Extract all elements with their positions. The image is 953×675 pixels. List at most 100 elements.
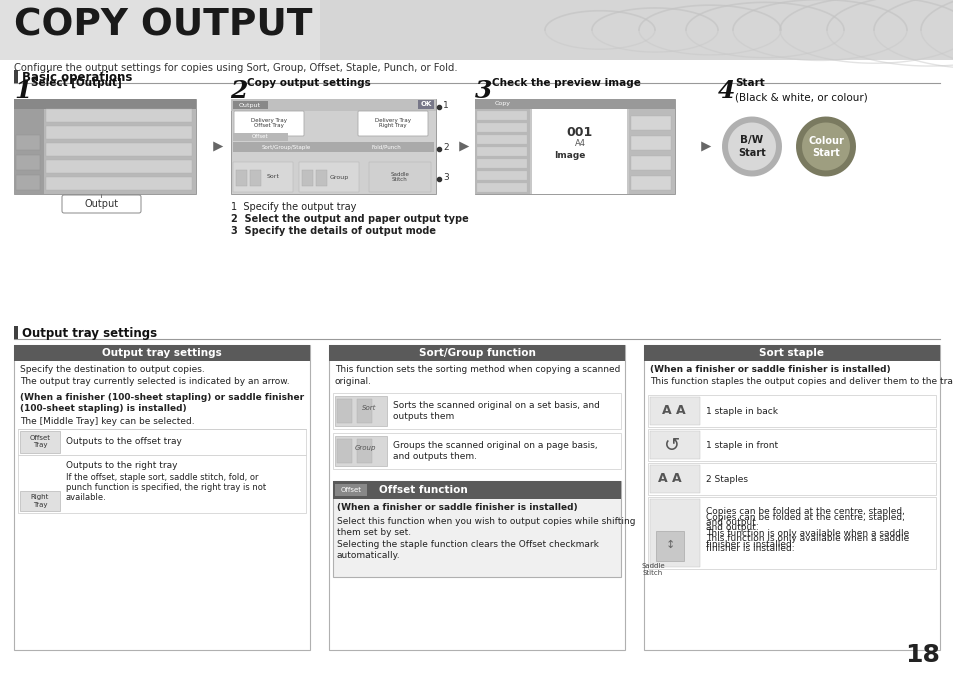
Bar: [647, 429, 935, 461]
Bar: [0, 0, 953, 60]
Text: (When a finisher (100-sheet stapling) or saddle finisher
(100-sheet stapling) is: (When a finisher (100-sheet stapling) or…: [20, 393, 304, 414]
Bar: [333, 393, 620, 429]
Bar: [649, 499, 700, 567]
Text: Configure the output settings for copies using Sort, Group, Offset, Staple, Punc: Configure the output settings for copies…: [14, 63, 457, 73]
Bar: [630, 116, 670, 130]
Text: (When a finisher or saddle finisher is installed): (When a finisher or saddle finisher is i…: [336, 503, 577, 512]
Text: Output: Output: [239, 103, 261, 107]
Bar: [16, 175, 40, 190]
Text: Output tray settings: Output tray settings: [102, 348, 222, 358]
Text: 1  Specify the output tray: 1 Specify the output tray: [231, 202, 356, 212]
Text: punch function is specified, the right tray is not: punch function is specified, the right t…: [66, 483, 266, 491]
Bar: [630, 136, 670, 150]
Bar: [475, 99, 675, 109]
Bar: [417, 100, 434, 109]
Text: Group: Group: [355, 445, 375, 451]
Bar: [476, 183, 526, 192]
Text: finisher is installed.: finisher is installed.: [705, 540, 794, 549]
Text: Select [Output]: Select [Output]: [30, 78, 122, 88]
Text: (When a finisher or saddle finisher is installed): (When a finisher or saddle finisher is i…: [649, 365, 890, 374]
Bar: [18, 455, 306, 513]
Text: Output: Output: [85, 199, 118, 209]
Bar: [475, 109, 530, 194]
FancyBboxPatch shape: [233, 111, 304, 136]
Text: Groups the scanned original on a page basis,
and outputs them.: Groups the scanned original on a page ba…: [393, 441, 597, 461]
Bar: [46, 177, 192, 190]
Bar: [335, 436, 387, 466]
Bar: [46, 126, 192, 139]
Bar: [356, 399, 372, 423]
Text: Start: Start: [811, 148, 839, 159]
Bar: [315, 170, 327, 186]
Bar: [16, 135, 40, 150]
Text: OK: OK: [420, 101, 432, 107]
Bar: [476, 171, 526, 180]
Bar: [329, 345, 624, 650]
Text: Specify the destination to output copies.
The output tray currently selected is : Specify the destination to output copies…: [20, 365, 290, 386]
Bar: [250, 170, 261, 186]
Bar: [20, 491, 60, 511]
Text: Colour: Colour: [807, 136, 843, 146]
Text: 3  Specify the details of output mode: 3 Specify the details of output mode: [231, 226, 436, 236]
Bar: [302, 170, 313, 186]
Bar: [231, 99, 436, 111]
Bar: [298, 162, 358, 192]
Bar: [231, 99, 436, 194]
Text: 4: 4: [718, 79, 735, 103]
Text: Sorts the scanned original on a set basis, and
outputs them: Sorts the scanned original on a set basi…: [393, 401, 599, 421]
Text: Select this function when you wish to output copies while shifting
them set by s: Select this function when you wish to ou…: [336, 517, 635, 560]
Bar: [14, 99, 195, 109]
Text: 001: 001: [566, 126, 593, 138]
Text: Sort/Group/Staple: Sort/Group/Staple: [261, 144, 311, 149]
Text: 2: 2: [442, 144, 448, 153]
Bar: [532, 109, 626, 194]
Text: This function sets the sorting method when copying a scanned
original.: This function sets the sorting method wh…: [335, 365, 619, 386]
Bar: [235, 170, 247, 186]
FancyBboxPatch shape: [62, 195, 141, 213]
Text: Check the preview image: Check the preview image: [492, 78, 640, 88]
Text: Copies can be folded at the centre, stapled,: Copies can be folded at the centre, stap…: [705, 507, 904, 516]
Text: Offset
Tray: Offset Tray: [30, 435, 51, 448]
Text: (Black & white, or colour): (Black & white, or colour): [734, 93, 867, 103]
Bar: [14, 70, 18, 83]
Text: 1: 1: [14, 79, 31, 103]
Text: A: A: [658, 472, 667, 485]
Bar: [475, 99, 675, 194]
Text: 18: 18: [904, 643, 939, 667]
Bar: [647, 395, 935, 427]
Bar: [476, 147, 526, 156]
Bar: [649, 465, 700, 493]
Text: Delivery Tray
Right Tray: Delivery Tray Right Tray: [375, 117, 411, 128]
Text: Saddle
Stitch: Saddle Stitch: [640, 563, 664, 576]
Text: available.: available.: [66, 493, 107, 502]
Text: ↺: ↺: [663, 435, 679, 454]
Text: Copy: Copy: [495, 101, 511, 107]
Text: Sort: Sort: [266, 175, 279, 180]
Bar: [647, 497, 935, 569]
Bar: [14, 326, 18, 339]
Text: Right
Tray: Right Tray: [30, 495, 50, 508]
Bar: [233, 101, 268, 109]
Bar: [356, 439, 372, 463]
Text: Saddle
Stitch: Saddle Stitch: [390, 171, 409, 182]
Text: Fold/Punch: Fold/Punch: [371, 144, 400, 149]
Bar: [233, 162, 293, 192]
Bar: [329, 345, 624, 361]
Bar: [643, 345, 939, 361]
Bar: [656, 531, 683, 561]
Text: COPY OUTPUT: COPY OUTPUT: [14, 7, 313, 43]
Text: A: A: [671, 472, 680, 485]
Text: 1 staple in back: 1 staple in back: [705, 406, 778, 416]
Bar: [46, 143, 192, 156]
Text: Basic operations: Basic operations: [22, 71, 132, 84]
Bar: [628, 109, 675, 194]
FancyBboxPatch shape: [357, 111, 428, 136]
Bar: [333, 481, 620, 577]
Bar: [476, 135, 526, 144]
Bar: [647, 463, 935, 495]
Bar: [20, 431, 60, 453]
Bar: [14, 99, 195, 194]
Text: 3: 3: [475, 79, 492, 103]
Text: 1: 1: [442, 101, 448, 111]
Text: Outputs to the offset tray: Outputs to the offset tray: [66, 437, 182, 446]
